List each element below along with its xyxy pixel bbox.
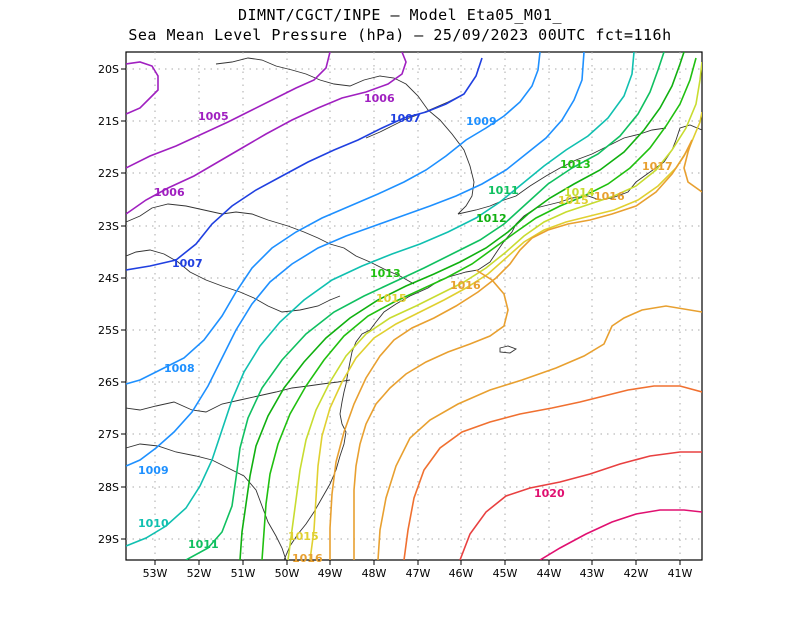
contour-label: 1016 <box>450 279 481 292</box>
latitude-labels: 20S 21S 22S 23S 24S 25S 26S 27S 28S 29S <box>98 63 119 546</box>
contour-label: 1011 <box>488 184 519 197</box>
axis-ticks <box>121 68 681 565</box>
isobar-1017-north <box>683 139 702 193</box>
lat-label: 22S <box>98 167 119 180</box>
isobar-1006 <box>126 52 407 215</box>
contour-label: 1008 <box>164 362 195 375</box>
state-border <box>126 249 341 313</box>
lon-label: 51W <box>231 567 256 580</box>
lon-label: 53W <box>143 567 168 580</box>
contour-label: 1017 <box>642 160 673 173</box>
isobar-1016-south <box>353 269 509 560</box>
contour-label: 1015 <box>558 194 589 207</box>
state-border <box>126 379 351 413</box>
isobar-1014 <box>287 61 702 560</box>
contour-label: 1006 <box>154 186 185 199</box>
lon-label: 42W <box>624 567 649 580</box>
map-frame <box>125 51 703 561</box>
state-border <box>215 57 475 215</box>
contour-label: 1015 <box>376 292 407 305</box>
isobar-1016 <box>329 139 693 560</box>
lon-label: 48W <box>362 567 387 580</box>
isobar-1009 <box>126 52 585 467</box>
contour-label: 1014 <box>564 186 595 199</box>
contour-labels: 1005 1006 1006 1007 1007 1008 1009 1009 … <box>138 92 673 565</box>
lat-label: 27S <box>98 428 119 441</box>
coastline <box>283 124 702 560</box>
lat-label: 28S <box>98 481 119 494</box>
lon-label: 52W <box>187 567 212 580</box>
coastline-and-borders <box>126 57 702 560</box>
longitude-labels: 53W 52W 51W 50W 49W 48W 47W 46W 45W 44W … <box>143 567 693 580</box>
contour-label: 1006 <box>364 92 395 105</box>
isobar-1010 <box>126 52 635 547</box>
contour-label: 1009 <box>466 115 497 128</box>
contour-label: 1009 <box>138 464 169 477</box>
lon-label: 47W <box>406 567 431 580</box>
state-border <box>457 127 667 215</box>
lon-label: 49W <box>318 567 343 580</box>
contour-label: 1016 <box>292 552 323 565</box>
isobar-1012 <box>239 52 685 560</box>
contour-label: 1020 <box>534 487 565 500</box>
contour-label: 1007 <box>390 112 421 125</box>
isobar-1018 <box>403 385 702 560</box>
lon-label: 43W <box>580 567 605 580</box>
lat-label: 23S <box>98 220 119 233</box>
lon-label: 44W <box>537 567 562 580</box>
isobars <box>126 52 702 560</box>
lon-label: 45W <box>493 567 518 580</box>
isobar-1008 <box>126 52 541 385</box>
map-title-line-1: DIMNT/CGCT/INPE — Model Eta05_M01_ <box>237 6 563 24</box>
contour-label: 1013 <box>370 267 401 280</box>
isobar-1017 <box>377 305 702 560</box>
isobar-1015 <box>309 111 702 560</box>
lat-label: 26S <box>98 376 119 389</box>
isobar-1011 <box>185 52 665 560</box>
lat-label: 25S <box>98 324 119 337</box>
lon-label: 50W <box>275 567 300 580</box>
contour-label: 1010 <box>138 517 169 530</box>
contour-label: 1016 <box>594 190 625 203</box>
graticule <box>126 52 702 560</box>
contour-label: 1011 <box>188 538 219 551</box>
lat-label: 24S <box>98 272 119 285</box>
lat-label: 29S <box>98 533 119 546</box>
isobar-1013 <box>261 57 697 560</box>
lon-label: 46W <box>449 567 474 580</box>
isobar-1019 <box>459 451 702 560</box>
lat-label: 20S <box>98 63 119 76</box>
isobar-1020 <box>539 509 702 560</box>
contour-label: 1005 <box>198 110 229 123</box>
contour-label: 1007 <box>172 257 203 270</box>
contour-label: 1013 <box>560 158 591 171</box>
isobar-1007 <box>126 57 483 271</box>
contour-label: 1012 <box>476 212 507 225</box>
lat-label: 21S <box>98 115 119 128</box>
map-title-line-2: Sea Mean Level Pressure (hPa) — 25/09/20… <box>128 26 672 44</box>
lon-label: 41W <box>668 567 693 580</box>
isobar-1005 <box>126 52 331 169</box>
isobar-1005b <box>126 61 159 115</box>
island <box>499 345 517 354</box>
state-border <box>365 95 461 139</box>
state-border <box>126 203 415 285</box>
contour-label: 1015 <box>288 530 319 543</box>
